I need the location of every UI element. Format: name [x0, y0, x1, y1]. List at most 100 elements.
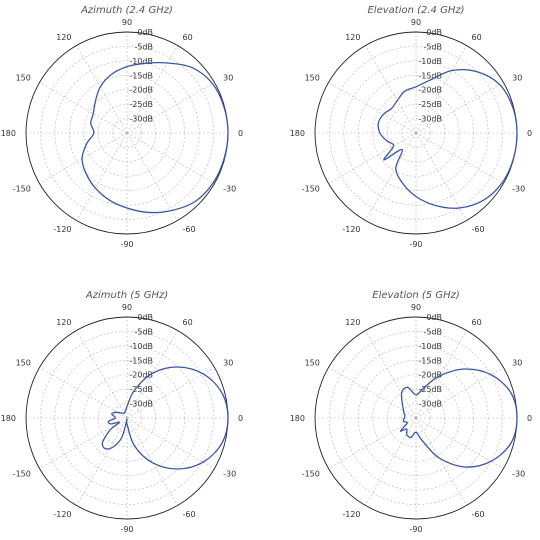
grid-spoke	[76, 45, 128, 134]
radial-tick-label: -10dB	[418, 57, 442, 66]
radial-tick-label: -20dB	[129, 371, 153, 380]
grid-spoke	[39, 82, 128, 134]
angle-tick-label: -30	[223, 185, 236, 194]
chart-title: Elevation (2.4 GHz)	[367, 5, 464, 16]
angle-tick-label: -120	[53, 225, 71, 234]
radial-tick-label: -10dB	[418, 342, 442, 351]
grid-circle	[40, 331, 214, 505]
radial-tick-label: 0dB	[137, 313, 153, 322]
radial-tick-label: -30dB	[418, 115, 442, 124]
angle-tick-label: -150	[13, 185, 31, 194]
radial-tick-label: -25dB	[129, 385, 153, 394]
chart-title: Elevation (5 GHz)	[372, 290, 460, 301]
angle-tick-label: 150	[305, 359, 320, 368]
grid-spoke	[126, 417, 215, 469]
grid-spoke	[415, 132, 504, 184]
grid-spoke	[415, 132, 467, 221]
grid-circle	[372, 374, 460, 462]
angle-tick-label: 120	[345, 33, 360, 42]
radial-tick-label: -15dB	[418, 356, 442, 365]
radial-tick-label: -5dB	[423, 42, 442, 51]
angle-tick-label: 120	[56, 33, 71, 42]
angle-tick-label: -30	[512, 470, 525, 479]
angle-tick-label: -30	[223, 470, 236, 479]
angle-tick-label: 90	[411, 18, 421, 27]
angle-tick-label: 150	[305, 74, 320, 83]
angle-tick-label: -120	[342, 225, 360, 234]
grid-circle	[112, 403, 142, 433]
grid-circle	[329, 46, 503, 220]
radial-tick-label: -10dB	[129, 57, 153, 66]
angle-tick-label: -30	[512, 185, 525, 194]
grid-spoke	[39, 367, 128, 419]
grid-circle	[329, 331, 503, 505]
angle-tick-label: 180	[1, 129, 16, 138]
grid-spoke	[126, 132, 178, 221]
polar-chart-4: Elevation (5 GHz) 0 30 60 90 120 150 180 -150 -12…	[290, 290, 532, 534]
angle-tick-label: 0	[527, 129, 532, 138]
angle-tick-label: 0	[238, 129, 243, 138]
angle-tick-label: 0	[527, 414, 532, 423]
polar-chart-1: Azimuth (2.4 GHz) 0 30 60 90 120 150 180 -150 -12…	[1, 5, 243, 249]
grid-spoke	[39, 132, 128, 184]
angle-tick-label: 180	[290, 414, 305, 423]
angle-tick-label: 0	[238, 414, 243, 423]
radial-tick-label: -30dB	[129, 115, 153, 124]
radial-tick-label: 0dB	[137, 28, 153, 37]
angle-tick-label: 150	[16, 359, 31, 368]
grid-spoke	[126, 45, 178, 134]
angle-tick-label: 30	[512, 74, 522, 83]
grid-circle	[83, 374, 171, 462]
angle-tick-label: 60	[472, 33, 482, 42]
radial-tick-label: -15dB	[129, 356, 153, 365]
grid-spoke	[126, 82, 215, 134]
angle-tick-label: -90	[409, 240, 422, 249]
angle-tick-label: -90	[409, 525, 422, 534]
grid-spoke	[39, 417, 128, 469]
radial-tick-label: -5dB	[134, 42, 153, 51]
grid-spoke	[76, 330, 128, 419]
radiation-pattern-line	[377, 69, 518, 209]
radial-tick-label: -20dB	[418, 371, 442, 380]
grid-spoke	[126, 330, 178, 419]
angle-tick-label: 180	[1, 414, 16, 423]
angle-tick-label: 180	[290, 129, 305, 138]
grid-spoke	[415, 417, 467, 506]
angle-tick-label: 90	[122, 303, 132, 312]
grid-spoke	[328, 82, 417, 134]
angle-tick-label: 120	[56, 318, 71, 327]
grid-spoke	[328, 367, 417, 419]
grid-spoke	[328, 417, 417, 469]
grid-circle	[401, 118, 431, 148]
radial-tick-label: -25dB	[129, 100, 153, 109]
radial-tick-label: -20dB	[418, 86, 442, 95]
grid-circle	[112, 118, 142, 148]
angle-tick-label: 30	[223, 74, 233, 83]
angle-tick-label: 120	[345, 318, 360, 327]
angle-tick-label: -90	[120, 240, 133, 249]
angle-tick-label: -60	[472, 510, 485, 519]
angle-tick-label: 60	[183, 33, 193, 42]
radial-tick-label: -25dB	[418, 100, 442, 109]
polar-chart-2: Elevation (2.4 GHz) 0 30 60 90 120 150 180 -150 -…	[290, 5, 532, 249]
angle-tick-label: -60	[472, 225, 485, 234]
grid-spoke	[415, 367, 504, 419]
radial-tick-label: -15dB	[129, 71, 153, 80]
radial-tick-label: -10dB	[129, 342, 153, 351]
angle-tick-label: -150	[13, 470, 31, 479]
radial-tick-label: -20dB	[129, 86, 153, 95]
grid-spoke	[328, 132, 417, 184]
grid-spoke	[126, 417, 178, 506]
radial-tick-label: -15dB	[418, 71, 442, 80]
grid-spoke	[365, 417, 417, 506]
radiation-pattern-line	[81, 61, 229, 214]
angle-tick-label: -120	[53, 510, 71, 519]
chart-title: Azimuth (2.4 GHz)	[80, 5, 173, 16]
angle-tick-label: -150	[302, 470, 320, 479]
grid-spoke	[415, 417, 504, 469]
polar-chart-3: Azimuth (5 GHz) 0 30 60 90 120 150 180 -150 -120 -…	[1, 290, 243, 534]
grid-spoke	[365, 45, 417, 134]
grid-circle	[372, 89, 460, 177]
chart-title: Azimuth (5 GHz)	[85, 290, 168, 301]
